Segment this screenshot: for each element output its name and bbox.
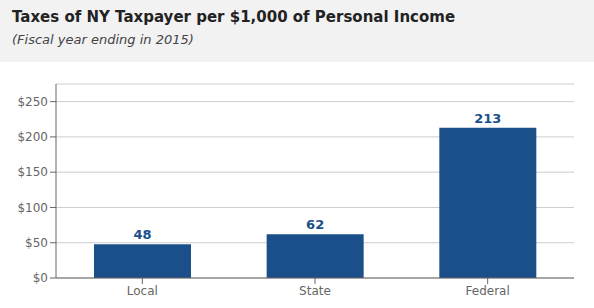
svg-text:State: State	[299, 284, 331, 298]
svg-text:$50: $50	[25, 236, 48, 250]
svg-text:Local: Local	[127, 284, 158, 298]
svg-text:$100: $100	[17, 201, 48, 215]
html-text:Taxes of NY Taxpayer per $1,00: Taxes of NY Taxpayer per $1,000 of Perso…	[12, 8, 456, 26]
svg-text:$200: $200	[17, 130, 48, 144]
svg-text:Federal: Federal	[466, 284, 510, 298]
svg-text:62: 62	[306, 217, 324, 232]
svg-text:$0: $0	[33, 271, 48, 285]
svg-text:48: 48	[133, 227, 151, 242]
svg-text:213: 213	[474, 111, 501, 126]
svg-text:$150: $150	[17, 165, 48, 179]
svg-text:$250: $250	[17, 95, 48, 109]
html-text:(Fiscal year ending in 2015): (Fiscal year ending in 2015)	[12, 32, 194, 47]
